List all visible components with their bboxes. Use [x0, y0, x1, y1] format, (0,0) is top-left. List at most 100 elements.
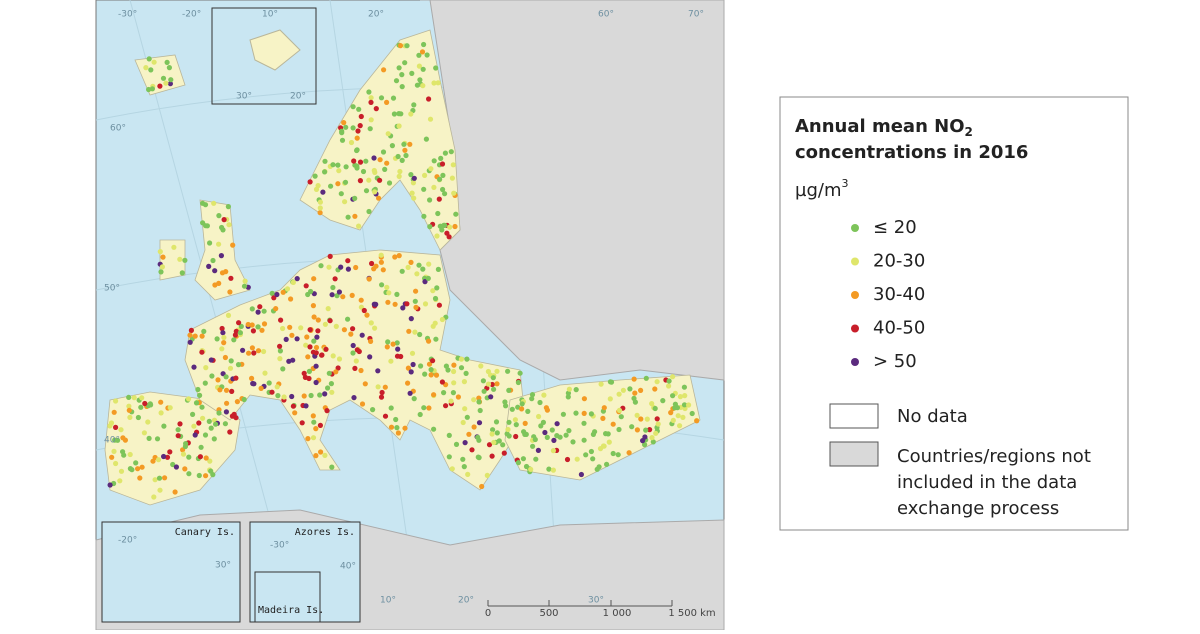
station — [376, 195, 382, 201]
station — [217, 387, 223, 393]
station — [405, 365, 411, 371]
station — [214, 336, 220, 342]
station — [229, 413, 235, 419]
station — [170, 461, 176, 468]
station — [446, 234, 452, 240]
station — [426, 361, 433, 367]
station — [422, 172, 428, 178]
station — [598, 381, 604, 387]
station — [237, 330, 243, 336]
station — [317, 210, 323, 216]
station — [610, 421, 616, 427]
station — [615, 452, 621, 458]
station — [343, 164, 349, 170]
station — [453, 211, 459, 217]
station — [159, 264, 165, 270]
station — [356, 348, 362, 355]
station — [145, 419, 151, 425]
station — [451, 380, 457, 386]
station — [436, 196, 442, 202]
station — [336, 289, 342, 295]
station — [339, 130, 345, 136]
station — [139, 395, 145, 401]
station — [430, 358, 436, 364]
legend-label: ≤ 20 — [873, 217, 917, 238]
station — [231, 337, 237, 343]
station — [277, 356, 283, 362]
station — [395, 153, 401, 160]
station — [366, 177, 372, 183]
station — [262, 370, 268, 376]
station — [399, 84, 405, 90]
station — [417, 411, 423, 418]
station — [520, 456, 527, 462]
station — [616, 407, 623, 413]
station — [345, 258, 351, 264]
station — [515, 404, 521, 410]
station — [228, 275, 234, 281]
station — [396, 253, 402, 259]
station — [570, 439, 576, 445]
station — [313, 426, 319, 432]
station — [335, 365, 341, 371]
station — [366, 276, 372, 282]
station — [485, 368, 491, 375]
station — [351, 395, 357, 401]
station — [644, 416, 650, 422]
station — [152, 477, 158, 483]
station — [255, 348, 262, 354]
station — [377, 157, 383, 163]
station — [348, 331, 354, 337]
station — [223, 387, 230, 393]
station — [616, 391, 622, 397]
scale-label: 500 — [539, 608, 558, 619]
station — [521, 429, 527, 435]
station — [428, 166, 434, 172]
station — [354, 135, 360, 141]
station — [349, 292, 355, 298]
station — [199, 404, 205, 410]
station — [274, 384, 280, 390]
station — [126, 394, 132, 400]
station — [211, 200, 217, 206]
station — [329, 464, 335, 470]
station — [156, 475, 163, 481]
station — [261, 348, 267, 355]
station — [311, 276, 317, 282]
station — [368, 99, 374, 105]
station — [273, 306, 279, 312]
station — [491, 386, 497, 392]
station — [223, 374, 229, 380]
station — [476, 455, 482, 461]
station — [367, 354, 373, 360]
station — [437, 176, 443, 182]
station — [680, 414, 686, 420]
station — [411, 396, 417, 402]
station — [122, 437, 128, 443]
station — [647, 427, 653, 433]
station — [590, 456, 596, 462]
station — [141, 430, 147, 436]
station — [191, 423, 197, 429]
station — [529, 392, 536, 398]
station — [461, 379, 467, 385]
station — [113, 460, 119, 467]
station — [689, 410, 695, 417]
graticule-label: -20° — [118, 536, 137, 546]
station — [166, 65, 172, 71]
station — [308, 392, 314, 399]
station — [655, 421, 661, 427]
station — [202, 380, 208, 386]
station — [393, 416, 399, 423]
station — [222, 354, 228, 361]
station — [318, 263, 324, 269]
station — [451, 190, 457, 196]
station — [311, 314, 317, 320]
station — [681, 384, 688, 390]
station — [566, 428, 572, 434]
station — [428, 372, 434, 378]
station — [359, 332, 365, 338]
station — [670, 393, 676, 399]
station — [160, 254, 166, 260]
station — [191, 364, 197, 370]
